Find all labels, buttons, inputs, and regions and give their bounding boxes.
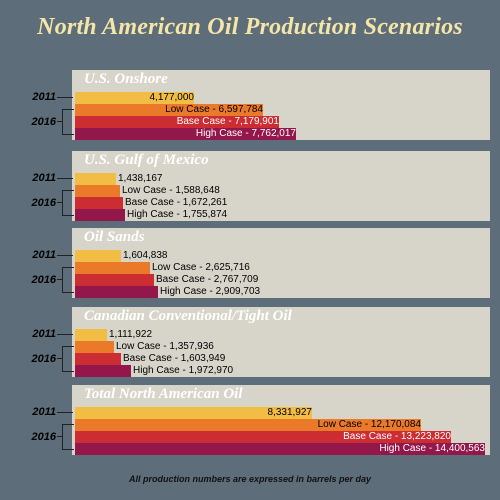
connector-2016-total-north-american-oil: [62, 424, 74, 450]
bar-u-s-gulf-of-mexico-high-case: [75, 209, 125, 221]
bar-total-north-american-oil-2011: [75, 407, 312, 419]
bar-total-north-american-oil-base-case: [75, 431, 451, 443]
bar-oil-sands-2011: [75, 250, 121, 262]
bar-total-north-american-oil-low-case: [75, 419, 421, 431]
connector-2016-u-s-gulf-of-mexico: [62, 190, 74, 216]
bar-label-total-north-american-oil-low-case: Low Case - 12,170,084: [317, 419, 421, 430]
footnote: All production numbers are expressed in …: [128, 474, 372, 484]
section-title-total-north-american-oil: Total North American Oil: [84, 386, 243, 402]
bar-u-s-gulf-of-mexico-low-case: [75, 185, 120, 197]
connector-2016-stub-u-s-onshore: [57, 121, 62, 122]
year-label-2016-u-s-gulf-of-mexico: 2016: [31, 197, 56, 209]
bar-label-u-s-onshore-base-case: Base Case - 7,179,901: [176, 116, 279, 127]
connector-2016-oil-sands: [62, 267, 74, 293]
bar-label-oil-sands-high-case: High Case - 2,909,703: [160, 286, 261, 297]
bar-u-s-onshore-2011: [75, 92, 194, 104]
bar-label-total-north-american-oil-2011: 8,331,927: [267, 407, 312, 418]
bar-canadian-conventional-tight-oil-low-case: [75, 341, 114, 353]
bar-label-canadian-conventional-tight-oil-base-case: Base Case - 1,603,949: [123, 353, 226, 364]
section-title-oil-sands: Oil Sands: [84, 229, 145, 245]
bar-label-u-s-onshore-2011: 4,177,000: [149, 92, 194, 103]
year-label-2011-canadian-conventional-tight-oil: 2011: [32, 328, 56, 340]
bar-label-u-s-gulf-of-mexico-2011: 1,438,167: [118, 173, 163, 184]
bar-u-s-onshore-low-case: [75, 104, 263, 116]
connector-2016-stub-oil-sands: [57, 279, 62, 280]
bar-canadian-conventional-tight-oil-high-case: [75, 365, 131, 377]
bar-u-s-onshore-base-case: [75, 116, 279, 128]
section-title-u-s-onshore: U.S. Onshore: [84, 71, 168, 87]
year-label-2016-oil-sands: 2016: [31, 274, 56, 286]
bar-oil-sands-low-case: [75, 262, 150, 274]
connector-2011-total-north-american-oil: [57, 412, 73, 413]
bar-label-u-s-gulf-of-mexico-base-case: Base Case - 1,672,261: [125, 197, 228, 208]
bar-label-oil-sands-base-case: Base Case - 2,767,709: [156, 274, 259, 285]
connector-2016-stub-canadian-conventional-tight-oil: [57, 358, 62, 359]
connector-2011-u-s-onshore: [57, 97, 73, 98]
bar-oil-sands-high-case: [75, 286, 158, 298]
connector-2016-stub-u-s-gulf-of-mexico: [57, 202, 62, 203]
year-label-2011-total-north-american-oil: 2011: [32, 406, 56, 418]
section-panel-canadian-conventional-tight-oil: [72, 307, 490, 377]
bar-label-oil-sands-low-case: Low Case - 2,625,716: [152, 262, 250, 273]
year-label-2011-u-s-gulf-of-mexico: 2011: [32, 172, 56, 184]
bar-total-north-american-oil-high-case: [75, 443, 485, 455]
year-label-2011-u-s-onshore: 2011: [32, 91, 56, 103]
section-title-u-s-gulf-of-mexico: U.S. Gulf of Mexico: [84, 152, 209, 168]
bar-u-s-onshore-high-case: [75, 128, 296, 140]
section-title-canadian-conventional-tight-oil: Canadian Conventional/Tight Oil: [84, 308, 292, 324]
bar-label-u-s-gulf-of-mexico-high-case: High Case - 1,755,874: [127, 209, 228, 220]
connector-2011-u-s-gulf-of-mexico: [57, 178, 73, 179]
connector-2011-oil-sands: [57, 255, 73, 256]
connector-2016-stub-total-north-american-oil: [57, 436, 62, 437]
connector-2016-canadian-conventional-tight-oil: [62, 346, 74, 372]
bar-u-s-gulf-of-mexico-base-case: [75, 197, 123, 209]
bar-label-canadian-conventional-tight-oil-2011: 1,111,922: [109, 329, 153, 340]
bar-label-total-north-american-oil-high-case: High Case - 14,400,563: [379, 443, 485, 454]
bar-oil-sands-base-case: [75, 274, 154, 286]
connector-2016-u-s-onshore: [62, 109, 74, 135]
bar-label-u-s-gulf-of-mexico-low-case: Low Case - 1,588,648: [122, 185, 220, 196]
year-label-2016-canadian-conventional-tight-oil: 2016: [31, 353, 56, 365]
bar-label-canadian-conventional-tight-oil-low-case: Low Case - 1,357,936: [116, 341, 214, 352]
bar-canadian-conventional-tight-oil-base-case: [75, 353, 121, 365]
bar-label-u-s-onshore-high-case: High Case - 7,762,017: [195, 128, 296, 139]
connector-2011-canadian-conventional-tight-oil: [57, 334, 73, 335]
bar-label-oil-sands-2011: 1,604,838: [123, 250, 168, 261]
bar-label-u-s-onshore-low-case: Low Case - 6,597,784: [165, 104, 263, 115]
bar-canadian-conventional-tight-oil-2011: [75, 329, 107, 341]
year-label-2011-oil-sands: 2011: [32, 249, 56, 261]
bar-u-s-gulf-of-mexico-2011: [75, 173, 116, 185]
year-label-2016-total-north-american-oil: 2016: [31, 431, 56, 443]
bar-label-total-north-american-oil-base-case: Base Case - 13,223,820: [343, 431, 451, 442]
year-label-2016-u-s-onshore: 2016: [31, 116, 56, 128]
chart-title: North American Oil Production Scenarios: [37, 14, 463, 40]
section-panel-u-s-gulf-of-mexico: [72, 151, 490, 221]
bar-label-canadian-conventional-tight-oil-high-case: High Case - 1,972,970: [133, 365, 234, 376]
